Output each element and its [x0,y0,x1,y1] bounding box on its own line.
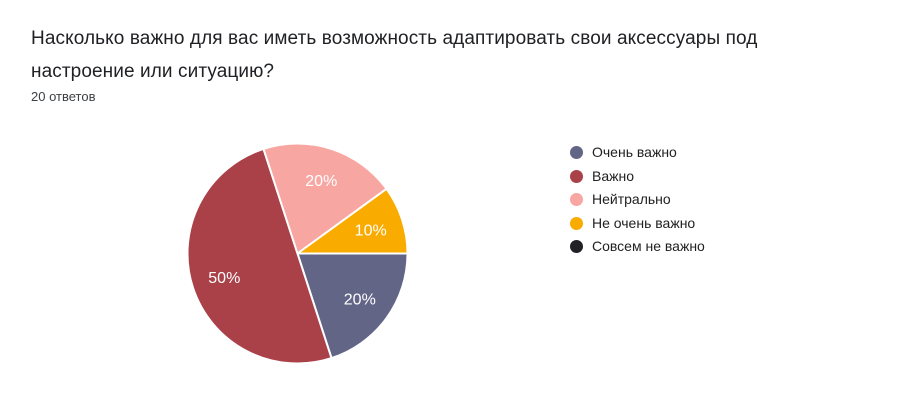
question-title-line-1: Насколько важно для вас иметь возможност… [31,28,758,49]
pie-slice-0 [296,252,409,360]
pie-slice-1 [186,147,333,365]
legend-label: Нейтрально [592,191,671,208]
legend-swatch-neutral [570,193,583,207]
pie-slice-3 [296,187,409,255]
question-title: Насколько важно для вас иметь возможност… [31,22,757,88]
legend-label: Совсем не важно [592,238,705,255]
legend-item-not-very-important: Не очень важно [570,214,705,231]
legend-item-neutral: Нейтрально [570,192,705,207]
legend-item-very-important: Очень важно [570,145,705,160]
pie-slice-label-0: 20% [344,291,376,308]
responses-count: 20 ответов [31,89,96,104]
legend-swatch-very-important [570,146,583,159]
legend-label: Очень важно [592,144,677,160]
question-title-line-2: настроение или ситуацию? [31,61,275,82]
pie-chart-svg: 20% 50% 20% 10% [186,142,409,365]
pie-slice-label-3: 10% [355,222,387,239]
legend-swatch-not-very-important [570,216,583,230]
legend-swatch-important [570,169,583,183]
legend-item-not-important-at-all: Совсем не важно [570,239,705,254]
chart-legend: Очень важно Важно Нейтрально Не очень ва… [570,145,705,263]
legend-label: Не очень важно [592,214,696,231]
legend-item-important: Важно [570,167,705,184]
legend-label: Важно [592,167,635,184]
pie-slice-2 [262,142,388,255]
pie-slice-label-1: 50% [208,270,240,287]
legend-swatch-not-important-at-all [570,240,583,254]
pie-slice-label-2: 20% [305,173,337,190]
pie-chart: 20% 50% 20% 10% [186,142,409,365]
